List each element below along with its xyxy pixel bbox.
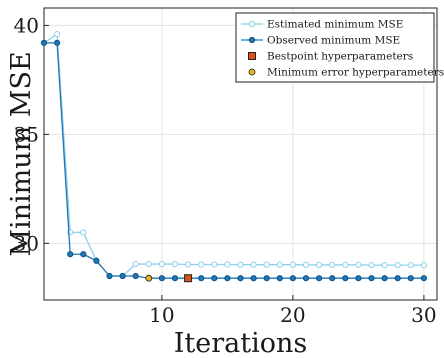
min-error-marker: [145, 274, 153, 282]
data-point: [250, 275, 257, 282]
legend-item: Bestpoint hyperparameters: [248, 51, 413, 63]
legend-swatch-square: [248, 52, 256, 60]
legend-label: Minimum error hyperparameters: [267, 67, 444, 79]
data-point: [276, 275, 283, 282]
y-tick-label: 30: [14, 231, 39, 255]
x-axis-label: Iterations: [174, 328, 307, 358]
data-point: [132, 260, 139, 268]
data-point: [368, 275, 375, 282]
data-point: [250, 261, 257, 268]
bestpoint-marker: [184, 274, 193, 283]
legend-label: Bestpoint hyperparameters: [267, 51, 413, 63]
x-tick-label: 10: [149, 303, 174, 327]
data-point: [302, 261, 310, 269]
data-point: [171, 260, 179, 268]
data-point: [302, 275, 310, 282]
data-point: [132, 272, 139, 280]
data-point: [355, 275, 362, 282]
legend-label: Observed minimum MSE: [267, 35, 400, 47]
data-point: [263, 275, 270, 282]
data-point: [394, 262, 401, 269]
data-point: [381, 275, 388, 282]
data-point: [54, 31, 61, 38]
data-point: [342, 261, 349, 269]
data-point: [54, 39, 61, 46]
data-point: [119, 272, 126, 280]
legend: Estimated minimum MSE Observed minimum MS…: [235, 12, 444, 83]
data-point: [40, 39, 48, 46]
data-point: [407, 275, 414, 282]
legend-swatch-dot: [248, 68, 256, 76]
data-point: [420, 262, 427, 269]
data-point: [368, 262, 375, 269]
data-point: [237, 275, 244, 282]
data-point: [316, 275, 323, 282]
legend-box: [235, 12, 435, 83]
legend-label: Estimated minimum MSE: [267, 19, 403, 31]
data-point: [106, 272, 113, 280]
data-point: [263, 261, 270, 268]
data-point: [355, 261, 362, 269]
y-axis-label: Minimum MSE: [6, 51, 37, 256]
axes: 10 20 30 30 35 40: [14, 13, 437, 327]
data-point: [276, 261, 283, 268]
legend-swatch-marker: [248, 20, 256, 28]
data-point: [329, 261, 336, 269]
data-point: [198, 261, 205, 268]
data-point: [80, 229, 87, 236]
data-point: [394, 275, 401, 282]
data-point: [289, 261, 296, 268]
y-tick-label: 40: [14, 13, 39, 37]
data-point: [80, 251, 87, 258]
data-point: [420, 275, 427, 282]
legend-swatch-marker: [248, 36, 256, 44]
data-point: [381, 262, 388, 269]
data-point: [67, 251, 74, 258]
x-tick-label: 20: [280, 303, 305, 327]
data-point: [407, 262, 414, 269]
legend-item: Observed minimum MSE: [241, 35, 400, 47]
data-point: [316, 261, 323, 269]
plot-frame: [43, 7, 438, 301]
data-point: [145, 260, 152, 268]
series-layer: [40, 31, 427, 283]
data-point: [185, 261, 192, 268]
legend-item: Minimum error hyperparameters: [248, 67, 444, 79]
data-point: [237, 261, 244, 268]
data-point: [289, 275, 296, 282]
x-tick-label: 30: [411, 303, 436, 327]
data-point: [93, 257, 100, 264]
data-point: [224, 275, 231, 282]
data-point: [224, 261, 231, 268]
data-point: [211, 275, 218, 282]
data-point: [342, 275, 349, 282]
y-tick-label: 35: [14, 122, 39, 146]
data-point: [171, 275, 179, 282]
data-point: [329, 275, 336, 282]
data-point: [198, 275, 205, 282]
data-point: [158, 275, 165, 282]
data-point: [158, 260, 165, 268]
data-point: [211, 261, 218, 268]
legend-item: Estimated minimum MSE: [241, 19, 403, 31]
